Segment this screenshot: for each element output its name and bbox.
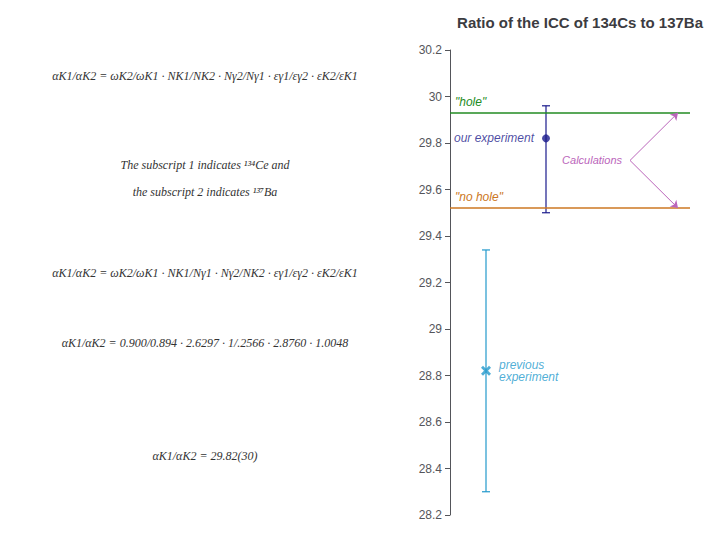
svg-text:"no hole": "no hole" bbox=[455, 190, 504, 204]
svg-text:the subscript 2 indicates ¹³⁷B: the subscript 2 indicates ¹³⁷Ba bbox=[133, 185, 278, 199]
svg-text:our experiment: our experiment bbox=[454, 131, 535, 145]
svg-text:Ratio of the ICC of 134Cs to 1: Ratio of the ICC of 134Cs to 137Ba bbox=[457, 14, 704, 31]
svg-text:αK1/αK2 = ωK2/ωK1 · NK1/NK2 ·: αK1/αK2 = ωK2/ωK1 · NK1/NK2 · Nγ2/Nγ1 · … bbox=[52, 69, 358, 83]
svg-text:experiment: experiment bbox=[499, 370, 559, 384]
svg-text:Calculations: Calculations bbox=[562, 154, 622, 166]
svg-text:29: 29 bbox=[429, 322, 443, 336]
svg-text:αK1/αK2 = ωK2/ωK1 · NK1/Nγ1 ·: αK1/αK2 = ωK2/ωK1 · NK1/Nγ1 · Nγ2/NK2 · … bbox=[52, 266, 358, 280]
svg-text:"hole": "hole" bbox=[455, 95, 487, 109]
svg-text:29.4: 29.4 bbox=[419, 229, 443, 243]
svg-text:previous: previous bbox=[499, 357, 545, 372]
svg-text:28.8: 28.8 bbox=[419, 369, 443, 383]
svg-text:28.6: 28.6 bbox=[419, 415, 443, 429]
svg-text:30: 30 bbox=[429, 90, 443, 104]
svg-text:αK1/αK2 = 0.900/0.894 · 2.6297: αK1/αK2 = 0.900/0.894 · 2.6297 · 1/.2566… bbox=[62, 336, 349, 350]
svg-text:29.2: 29.2 bbox=[419, 276, 443, 290]
svg-text:29.6: 29.6 bbox=[419, 183, 443, 197]
svg-text:αK1/αK2 = 29.82(30): αK1/αK2 = 29.82(30) bbox=[152, 449, 257, 463]
svg-text:30.2: 30.2 bbox=[419, 43, 443, 57]
svg-text:28.4: 28.4 bbox=[419, 462, 443, 476]
svg-text:28.2: 28.2 bbox=[419, 508, 443, 522]
svg-text:29.8: 29.8 bbox=[419, 136, 443, 150]
svg-text:The subscript 1 indicates ¹³⁴C: The subscript 1 indicates ¹³⁴Ce and bbox=[120, 158, 290, 172]
